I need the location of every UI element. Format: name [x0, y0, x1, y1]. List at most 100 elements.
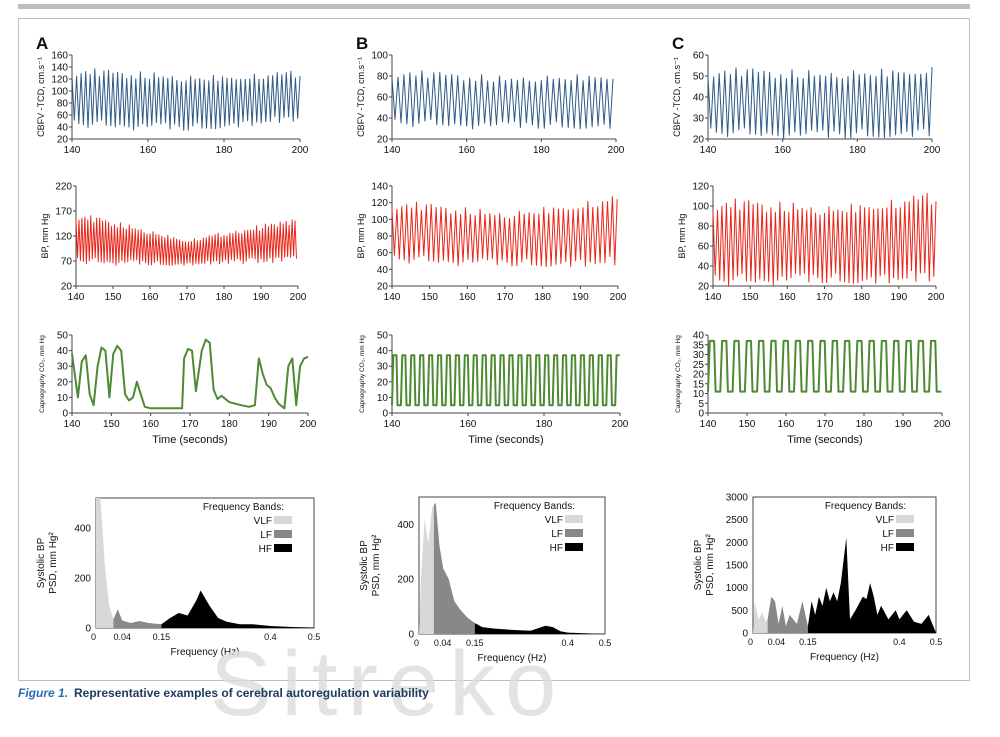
x-tick-label: 170	[816, 292, 833, 303]
y-tick-label: 100	[371, 215, 388, 226]
x-tick-label: 160	[140, 145, 157, 156]
chart-A-bp	[73, 185, 299, 289]
x-tick-label: 0	[414, 638, 419, 648]
y-tick-label: 80	[377, 232, 389, 243]
y-axis-label: PSD, mm Hg²	[48, 531, 59, 593]
y-tick-label: 5	[698, 399, 704, 410]
x-axis-label: Frequency (Hz)	[478, 653, 547, 664]
y-tick-label: 1000	[726, 583, 749, 594]
legend-label: HF	[550, 543, 563, 554]
x-tick-label: 0.5	[599, 638, 612, 648]
x-tick-label: 140	[64, 145, 81, 156]
y-tick-label: 120	[692, 182, 709, 193]
y-tick-label: 100	[692, 202, 709, 213]
y-tick-label: 170	[55, 207, 72, 218]
y-tick-label: 50	[377, 331, 389, 342]
y-tick-label: 140	[51, 63, 68, 74]
y-axis-label: Capnography CO₂, mm Hg	[359, 335, 366, 413]
caption-label: Figure 1.	[18, 686, 69, 700]
x-tick-label: 150	[739, 419, 756, 430]
chart-A-psd	[95, 497, 315, 629]
legend-swatch-vlf	[274, 516, 292, 524]
y-tick-label: 400	[397, 520, 414, 531]
x-tick-label: 0	[748, 637, 753, 647]
y-tick-label: 200	[74, 574, 91, 585]
legend-swatch-lf	[896, 529, 914, 537]
y-tick-label: 2500	[726, 515, 749, 526]
legend-swatch-hf	[896, 543, 914, 551]
y-tick-label: 20	[377, 282, 389, 293]
y-tick-label: 60	[377, 248, 389, 259]
legend-swatch-hf	[565, 543, 583, 551]
band-area-lf	[767, 596, 808, 633]
x-tick-label: 0.4	[264, 632, 277, 642]
y-axis-label: BP, mm Hg	[40, 214, 50, 259]
x-tick-label: 140	[384, 419, 401, 430]
x-tick-label: 0.15	[153, 632, 171, 642]
y-axis-label: CBFV -TCD, cm.s⁻¹	[356, 57, 366, 137]
x-tick-label: 200	[292, 145, 309, 156]
x-tick-label: 160	[460, 419, 477, 430]
chart-A-cbfv	[69, 54, 301, 142]
legend-swatch-vlf	[565, 515, 583, 523]
y-tick-label: 10	[57, 393, 69, 404]
x-tick-label: 140	[64, 419, 81, 430]
x-tick-label: 160	[779, 292, 796, 303]
y-tick-label: 30	[377, 362, 389, 373]
legend-label: VLF	[254, 516, 272, 527]
legend-swatch-lf	[565, 529, 583, 537]
y-tick-label: 40	[57, 346, 69, 357]
legend-label: HF	[259, 544, 272, 555]
series-line-co2	[391, 354, 620, 407]
y-tick-label: 100	[51, 87, 68, 98]
x-tick-label: 0.15	[466, 638, 484, 648]
legend-label: LF	[260, 530, 272, 541]
x-tick-label: 170	[817, 419, 834, 430]
series-line-bp	[712, 192, 937, 287]
series-line-bp	[75, 215, 297, 266]
legend-title: Frequency Bands:	[494, 501, 575, 512]
y-tick-label: 50	[693, 72, 705, 83]
y-tick-label: 40	[57, 123, 69, 134]
x-tick-label: 180	[534, 292, 551, 303]
legend-swatch-hf	[274, 544, 292, 552]
y-tick-label: 0	[85, 624, 91, 635]
x-tick-label: 0.04	[113, 632, 131, 642]
series-line-cbfv	[71, 68, 301, 131]
x-tick-label: 0.4	[562, 638, 575, 648]
y-axis-label: PSD, mm Hg²	[705, 533, 716, 595]
x-tick-label: 0	[91, 632, 96, 642]
y-axis-label: CBFV -TCD, cm.s⁻¹	[36, 57, 46, 137]
y-tick-label: 20	[61, 282, 73, 293]
y-tick-label: 20	[57, 135, 69, 146]
y-tick-label: 25	[693, 360, 705, 371]
band-area-lf	[433, 502, 475, 634]
y-tick-label: 0	[408, 630, 414, 641]
x-tick-label: 150	[105, 292, 122, 303]
y-axis-label: BP, mm Hg	[356, 214, 366, 259]
chart-B-co2	[389, 334, 621, 416]
x-tick-label: 180	[536, 419, 553, 430]
y-tick-label: 2000	[726, 538, 749, 549]
y-tick-label: 1500	[726, 561, 749, 572]
y-tick-label: 30	[693, 114, 705, 125]
x-tick-label: 0.5	[308, 632, 321, 642]
x-tick-label: 150	[421, 292, 438, 303]
y-tick-label: 3000	[726, 493, 749, 504]
y-tick-label: 80	[57, 99, 69, 110]
x-tick-label: 190	[572, 292, 589, 303]
legend-title: Frequency Bands:	[203, 502, 284, 513]
series-line-bp	[391, 196, 618, 268]
y-tick-label: 40	[693, 93, 705, 104]
x-tick-label: 180	[221, 419, 238, 430]
band-area-hf	[807, 537, 936, 633]
chart-C-psd	[752, 496, 937, 634]
band-area-vlf	[96, 498, 114, 628]
y-axis-label: PSD, mm Hg²	[371, 534, 382, 596]
x-tick-label: 160	[142, 292, 159, 303]
series-line-cbfv	[391, 70, 614, 130]
x-tick-label: 150	[742, 292, 759, 303]
x-tick-label: 190	[895, 419, 912, 430]
y-axis-label: BP, mm Hg	[677, 214, 687, 259]
